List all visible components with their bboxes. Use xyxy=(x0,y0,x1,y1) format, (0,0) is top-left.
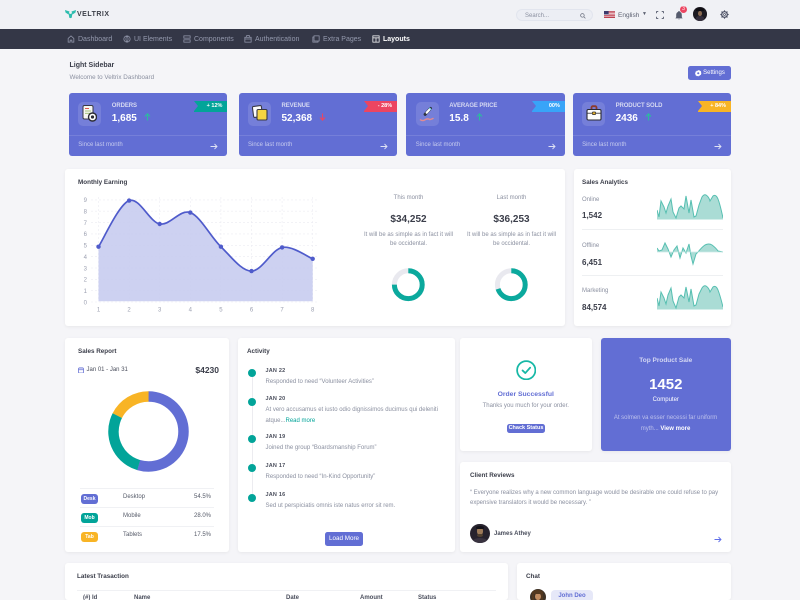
svg-text:9: 9 xyxy=(84,198,88,204)
svg-text:2: 2 xyxy=(127,308,131,314)
svg-text:3: 3 xyxy=(158,308,162,314)
svg-text:1: 1 xyxy=(97,308,101,314)
svg-text:5: 5 xyxy=(84,244,88,250)
svg-text:5: 5 xyxy=(219,308,223,314)
svg-text:6: 6 xyxy=(250,308,254,314)
svg-text:6: 6 xyxy=(84,232,88,238)
svg-text:3: 3 xyxy=(84,266,88,272)
svg-text:4: 4 xyxy=(189,308,193,314)
svg-text:8: 8 xyxy=(311,308,315,314)
svg-text:8: 8 xyxy=(84,210,88,216)
svg-text:0: 0 xyxy=(84,300,88,306)
svg-text:7: 7 xyxy=(280,308,284,314)
svg-text:1: 1 xyxy=(84,289,88,295)
svg-text:7: 7 xyxy=(84,221,88,227)
svg-text:2: 2 xyxy=(84,278,88,284)
svg-text:4: 4 xyxy=(84,255,88,261)
